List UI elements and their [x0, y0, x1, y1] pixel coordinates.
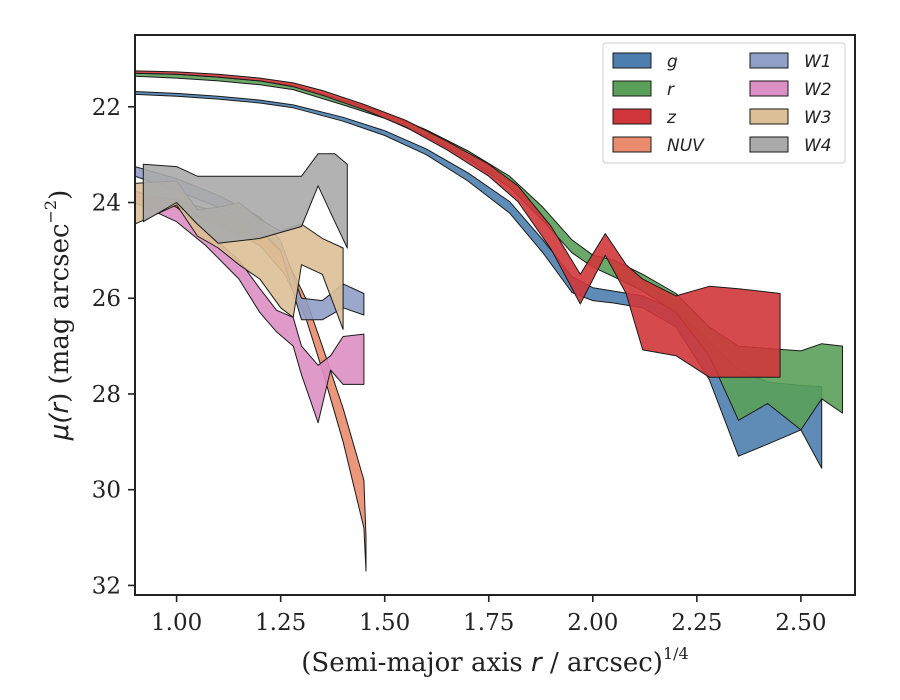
- y-tick-label: 30: [92, 478, 121, 504]
- legend-swatch-g: [612, 52, 652, 69]
- y-axis-label-var: r: [45, 401, 75, 414]
- legend-swatch-w2: [749, 80, 789, 97]
- x-axis-label-tail: / arcsec): [542, 648, 663, 678]
- legend: grz NUV W1 W2 W3 W4: [602, 42, 846, 164]
- legend-label-z: z: [666, 108, 677, 128]
- legend-swatch-w3: [749, 108, 789, 125]
- band-g: [135, 91, 823, 469]
- x-tick-label: 2.00: [567, 610, 618, 636]
- x-axis-label-sup: 1/4: [663, 644, 689, 663]
- legend-swatch-r: [612, 80, 652, 97]
- y-axis-label: μ(r) (mag arcsec−2): [41, 190, 75, 442]
- y-axis-label-unit: ) (mag arcsec: [45, 223, 75, 402]
- legend-swatch-w1: [749, 52, 789, 69]
- x-axis-label-var: r: [531, 648, 544, 678]
- x-tick-label: 1.00: [151, 610, 202, 636]
- y-tick-label: 24: [92, 191, 121, 217]
- y-axis-label-sup: −2: [41, 200, 60, 224]
- y-tick-label: 32: [92, 573, 121, 599]
- y-tick-label: 22: [92, 95, 121, 121]
- band-z: [135, 70, 781, 378]
- y-tick-label: 26: [92, 286, 121, 312]
- plot-frame: [134, 34, 856, 596]
- x-tick-label: 2.50: [775, 610, 826, 636]
- y-axis-label-mu: μ(: [45, 412, 75, 442]
- x-tick-label: 1.75: [463, 610, 514, 636]
- legend-swatch-w4: [749, 136, 789, 153]
- band-w2: [135, 190, 365, 424]
- x-tick-label: 1.50: [359, 610, 410, 636]
- legend-label-nuv: NUV: [667, 136, 705, 156]
- legend-swatch-z: [612, 108, 652, 125]
- band-w4: [142, 153, 348, 249]
- x-tick-label: 1.25: [255, 610, 306, 636]
- legend-label-w2: W2: [804, 80, 832, 100]
- x-tick-label: 2.25: [671, 610, 722, 636]
- y-tick-label: 28: [92, 382, 121, 408]
- series-layer: [135, 70, 843, 572]
- legend-label-r: r: [667, 80, 675, 100]
- legend-label-w3: W3: [804, 108, 832, 128]
- legend-swatch-nuv: [612, 136, 652, 153]
- x-axis-label-main: (Semi-major axis: [301, 648, 531, 678]
- x-axis-label: (Semi-major axis r / arcsec)1/4: [301, 644, 688, 678]
- legend-label-w1: W1: [804, 52, 832, 72]
- legend-label-w4: W4: [804, 136, 832, 156]
- legend-label-g: g: [667, 52, 678, 72]
- y-axis-label-close: ): [45, 190, 75, 200]
- legend-box: [602, 42, 846, 164]
- ticks-layer: 1.00 1.25 1.50 1.75 2.00 2.25 2.50 22 24 26 28 30 32: [92, 95, 827, 636]
